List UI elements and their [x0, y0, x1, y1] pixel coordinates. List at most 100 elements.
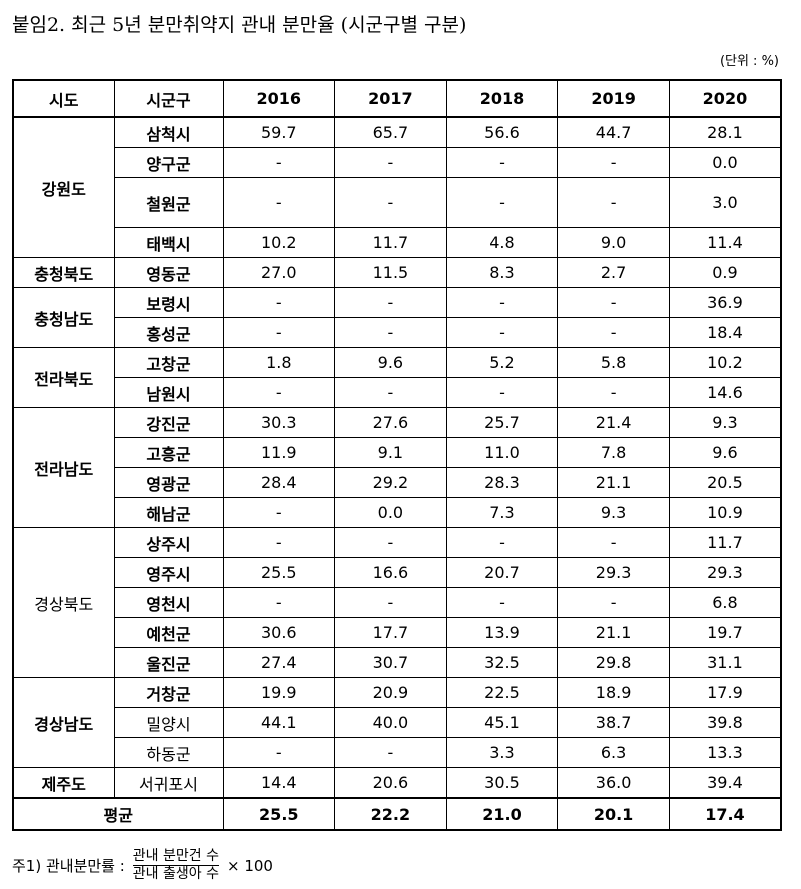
value-cell: 10.2	[222, 227, 336, 258]
district-cell: 홍성군	[113, 317, 224, 348]
value-cell: 11.9	[222, 437, 336, 468]
district-cell: 영천시	[113, 587, 224, 618]
table-row: 충청남도 보령시 - - - -36.9	[12, 287, 782, 348]
value-cell: -	[334, 737, 447, 768]
header-cell: 2017	[334, 79, 447, 118]
multiplier: × 100	[226, 856, 273, 875]
value-cell: 25.5	[222, 557, 336, 588]
table-row: 울진군 27.4 30.7 32.5 29.8 31.1	[13, 647, 782, 678]
value-cell: 3.3	[445, 737, 559, 768]
value-cell: 11.4	[668, 227, 782, 258]
value-cell: -	[334, 147, 447, 178]
value-cell: -	[222, 177, 336, 228]
average-value: 25.5	[222, 797, 336, 831]
value-cell: 39.8	[668, 707, 782, 738]
value-cell: -	[334, 287, 447, 318]
district-cell: 해남군	[113, 497, 224, 528]
table-row: 경상북도 상주시 - - - -11.7	[12, 527, 782, 678]
value-cell: -	[222, 527, 336, 558]
value-cell: 11.0	[445, 437, 559, 468]
value-cell: -	[222, 147, 336, 178]
value-cell: 27.6	[334, 407, 447, 438]
value-cell: -	[557, 317, 670, 348]
value-cell: 9.6	[668, 437, 782, 468]
value-cell: 9.3	[557, 497, 670, 528]
table-row: 영광군 28.4 29.2 28.3 21.1 20.5	[13, 467, 782, 498]
value-cell: -	[334, 587, 447, 618]
value-cell: 6.3	[557, 737, 670, 768]
district-cell: 밀양시	[113, 707, 224, 738]
table-row: 양구군 - - - -0.0	[13, 147, 782, 178]
value-cell: 20.9	[334, 677, 447, 708]
value-cell: 11.5	[334, 257, 447, 288]
value-cell: -	[445, 527, 559, 558]
value-cell: 1.8	[222, 347, 336, 378]
value-cell: -	[557, 177, 670, 228]
value-cell: 5.8	[557, 347, 670, 378]
average-row: 평균 25.5 22.2 21.0 20.1 17.4	[12, 797, 782, 831]
value-cell: -	[222, 737, 336, 768]
value-cell: -	[334, 377, 447, 408]
district-cell: 영광군	[113, 467, 224, 498]
table-row: 홍성군 - - - -18.4	[13, 317, 782, 348]
value-cell: -	[222, 377, 336, 408]
value-cell: -	[222, 587, 336, 618]
value-cell: 44.1	[222, 707, 336, 738]
value-cell: 11.7	[668, 527, 782, 558]
value-cell: 19.7	[668, 617, 782, 648]
value-cell: 18.4	[668, 317, 782, 348]
district-cell: 거창군	[113, 677, 224, 708]
value-cell: 11.7	[334, 227, 447, 258]
province-cell: 강원도	[12, 116, 115, 258]
value-cell: 0.0	[334, 497, 447, 528]
province-cell: 제주도	[12, 767, 115, 799]
average-value: 21.0	[445, 797, 559, 831]
value-cell: 28.3	[445, 467, 559, 498]
value-cell: 16.6	[334, 557, 447, 588]
value-cell: -	[222, 317, 336, 348]
table-row: 하동군 - -3.3 6.3 13.3	[13, 737, 782, 768]
value-cell: 30.6	[222, 617, 336, 648]
value-cell: 21.4	[557, 407, 670, 438]
value-cell: 39.4	[668, 767, 782, 799]
table-row: 제주도 서귀포시 14.4 20.6 30.5 36.0 39.4	[12, 767, 782, 799]
value-cell: 40.0	[334, 707, 447, 738]
table: 시도 시군구 2016 2017 2018 2019 2020 강원도 삼척시 59.7 65.7…	[12, 79, 782, 831]
value-cell: 7.3	[445, 497, 559, 528]
value-cell: -	[445, 177, 559, 228]
average-value: 17.4	[668, 797, 782, 831]
value-cell: -	[445, 377, 559, 408]
value-cell: 0.9	[668, 257, 782, 288]
numerator: 관내 분만건 수	[132, 848, 219, 866]
table-row: 경상남도 거창군 19.9 20.9 22.5 18.9 17.9	[12, 677, 782, 768]
value-cell: 19.9	[222, 677, 336, 708]
district-cell: 상주시	[113, 527, 224, 558]
district-cell: 태백시	[113, 227, 224, 258]
value-cell: -	[445, 587, 559, 618]
value-cell: 29.3	[668, 557, 782, 588]
district-cell: 하동군	[113, 737, 224, 768]
value-cell: 8.3	[445, 257, 559, 288]
value-cell: 36.9	[668, 287, 782, 318]
value-cell: 2.7	[557, 257, 670, 288]
province-cell: 경상북도	[12, 527, 115, 678]
value-cell: -	[334, 177, 447, 228]
value-cell: -	[334, 317, 447, 348]
value-cell: 20.7	[445, 557, 559, 588]
header-cell: 2018	[445, 79, 559, 118]
value-cell: 30.3	[222, 407, 336, 438]
header-cell: 시군구	[113, 79, 224, 118]
value-cell: 56.6	[445, 116, 559, 148]
district-cell: 철원군	[113, 177, 224, 228]
value-cell: 30.5	[445, 767, 559, 799]
value-cell: 4.8	[445, 227, 559, 258]
value-cell: 36.0	[557, 767, 670, 799]
district-cell: 고흥군	[113, 437, 224, 468]
value-cell: 3.0	[668, 177, 782, 228]
district-cell: 보령시	[113, 287, 224, 318]
table-body: 강원도 삼척시 59.7 65.7 56.6 44.7 28.1 양구군 - - - -0.0 철원군 -…	[12, 116, 782, 831]
district-cell: 남원시	[113, 377, 224, 408]
value-cell: 31.1	[668, 647, 782, 678]
table-row: 고흥군 11.9 9.1 11.0 7.8 9.6	[13, 437, 782, 468]
